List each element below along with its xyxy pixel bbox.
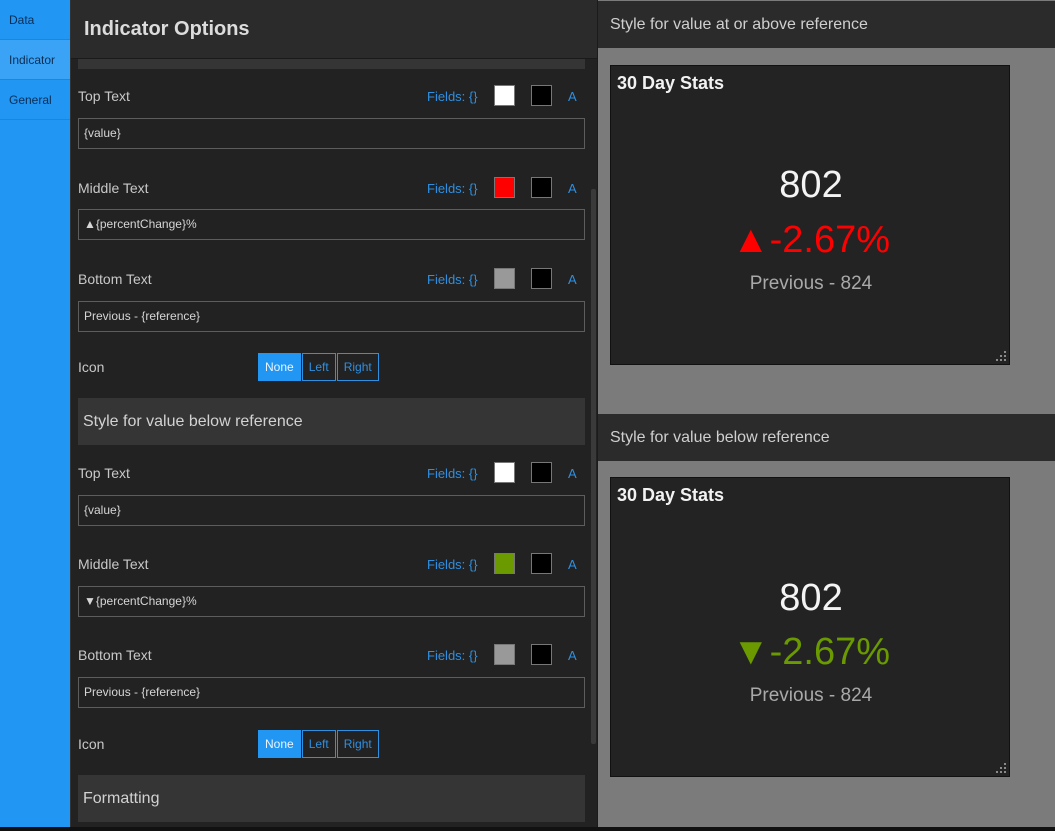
below-icon-label: Icon <box>78 736 105 752</box>
below-top-text-color-swatch[interactable] <box>494 462 515 483</box>
window-bottom-edge <box>0 827 1055 831</box>
panel-scrollbar[interactable] <box>591 189 596 744</box>
above-top-font-button[interactable]: A <box>568 89 577 104</box>
card-bottom-value: Previous - 824 <box>749 273 873 294</box>
below-top-font-button[interactable]: A <box>568 466 577 481</box>
below-bottom-bg-color-swatch[interactable] <box>531 644 552 665</box>
indicator-options-panel: Indicator Options Top Text Fields: {} A … <box>70 0 597 827</box>
above-icon-right-button[interactable]: Right <box>336 353 379 381</box>
below-icon-left-button[interactable]: Left <box>301 730 336 758</box>
preview-area: Style for value at or above reference 30… <box>598 0 1055 827</box>
above-middle-font-button[interactable]: A <box>568 181 577 196</box>
tab-data[interactable]: Data <box>0 0 70 40</box>
card-top-value: 802 <box>779 577 843 619</box>
above-top-text-color-swatch[interactable] <box>494 85 515 106</box>
above-bottom-text-label: Bottom Text <box>78 271 152 287</box>
below-bottom-font-button[interactable]: A <box>568 648 577 663</box>
below-top-fields-link[interactable]: Fields: {} <box>427 466 478 481</box>
preview-below-card: 30 Day Stats 802 ▼-2.67% Previous - 824 <box>610 477 1010 777</box>
card-title: 30 Day Stats <box>617 485 725 505</box>
below-middle-text-label: Middle Text <box>78 556 149 572</box>
card-top-value: 802 <box>779 164 843 206</box>
below-icon-right-button[interactable]: Right <box>336 730 379 758</box>
below-middle-bg-color-swatch[interactable] <box>531 553 552 574</box>
below-bottom-fields-link[interactable]: Fields: {} <box>427 648 478 663</box>
preview-below-heading: Style for value below reference <box>598 414 1055 461</box>
card-bottom-value: Previous - 824 <box>749 685 873 706</box>
above-icon-position-toggle: None Left Right <box>258 353 380 381</box>
below-icon-none-button[interactable]: None <box>258 730 301 758</box>
below-middle-text-color-swatch[interactable] <box>494 553 515 574</box>
section-header-above <box>78 59 585 69</box>
resize-handle-icon[interactable] <box>996 763 1007 774</box>
above-top-bg-color-swatch[interactable] <box>531 85 552 106</box>
panel-title: Indicator Options <box>71 0 597 59</box>
above-bottom-font-button[interactable]: A <box>568 272 577 287</box>
above-middle-text-label: Middle Text <box>78 180 149 196</box>
below-bottom-text-input[interactable]: Previous - {reference} <box>78 677 585 708</box>
options-scroll-area: Top Text Fields: {} A {value} Middle Tex… <box>71 59 597 827</box>
above-bottom-bg-color-swatch[interactable] <box>531 268 552 289</box>
tab-indicator[interactable]: Indicator <box>0 40 70 80</box>
card-middle-value: ▼-2.67% <box>731 631 890 673</box>
above-middle-text-input[interactable]: ▲{percentChange}% <box>78 209 585 240</box>
below-middle-text-input[interactable]: ▼{percentChange}% <box>78 586 585 617</box>
tab-general[interactable]: General <box>0 80 70 120</box>
below-middle-font-button[interactable]: A <box>568 557 577 572</box>
section-header-below[interactable]: Style for value below reference <box>78 398 585 445</box>
above-middle-text-color-swatch[interactable] <box>494 177 515 198</box>
side-tab-strip: Data Indicator General <box>0 0 70 827</box>
above-icon-left-button[interactable]: Left <box>301 353 336 381</box>
above-middle-bg-color-swatch[interactable] <box>531 177 552 198</box>
above-bottom-text-input[interactable]: Previous - {reference} <box>78 301 585 332</box>
above-middle-fields-link[interactable]: Fields: {} <box>427 181 478 196</box>
above-bottom-fields-link[interactable]: Fields: {} <box>427 272 478 287</box>
preview-above-heading: Style for value at or above reference <box>598 1 1055 48</box>
above-icon-none-button[interactable]: None <box>258 353 301 381</box>
resize-handle-icon[interactable] <box>996 351 1007 362</box>
above-icon-label: Icon <box>78 359 105 375</box>
below-middle-fields-link[interactable]: Fields: {} <box>427 557 478 572</box>
above-top-text-input[interactable]: {value} <box>78 118 585 149</box>
below-bottom-text-color-swatch[interactable] <box>494 644 515 665</box>
above-top-text-label: Top Text <box>78 88 130 104</box>
above-top-fields-link[interactable]: Fields: {} <box>427 89 478 104</box>
below-top-text-label: Top Text <box>78 465 130 481</box>
preview-above-card: 30 Day Stats 802 ▲-2.67% Previous - 824 <box>610 65 1010 365</box>
above-bottom-text-color-swatch[interactable] <box>494 268 515 289</box>
below-top-bg-color-swatch[interactable] <box>531 462 552 483</box>
below-top-text-input[interactable]: {value} <box>78 495 585 526</box>
below-bottom-text-label: Bottom Text <box>78 647 152 663</box>
card-title: 30 Day Stats <box>617 73 725 93</box>
section-header-formatting[interactable]: Formatting <box>78 775 585 822</box>
card-middle-value: ▲-2.67% <box>731 219 890 261</box>
below-icon-position-toggle: None Left Right <box>258 730 380 758</box>
